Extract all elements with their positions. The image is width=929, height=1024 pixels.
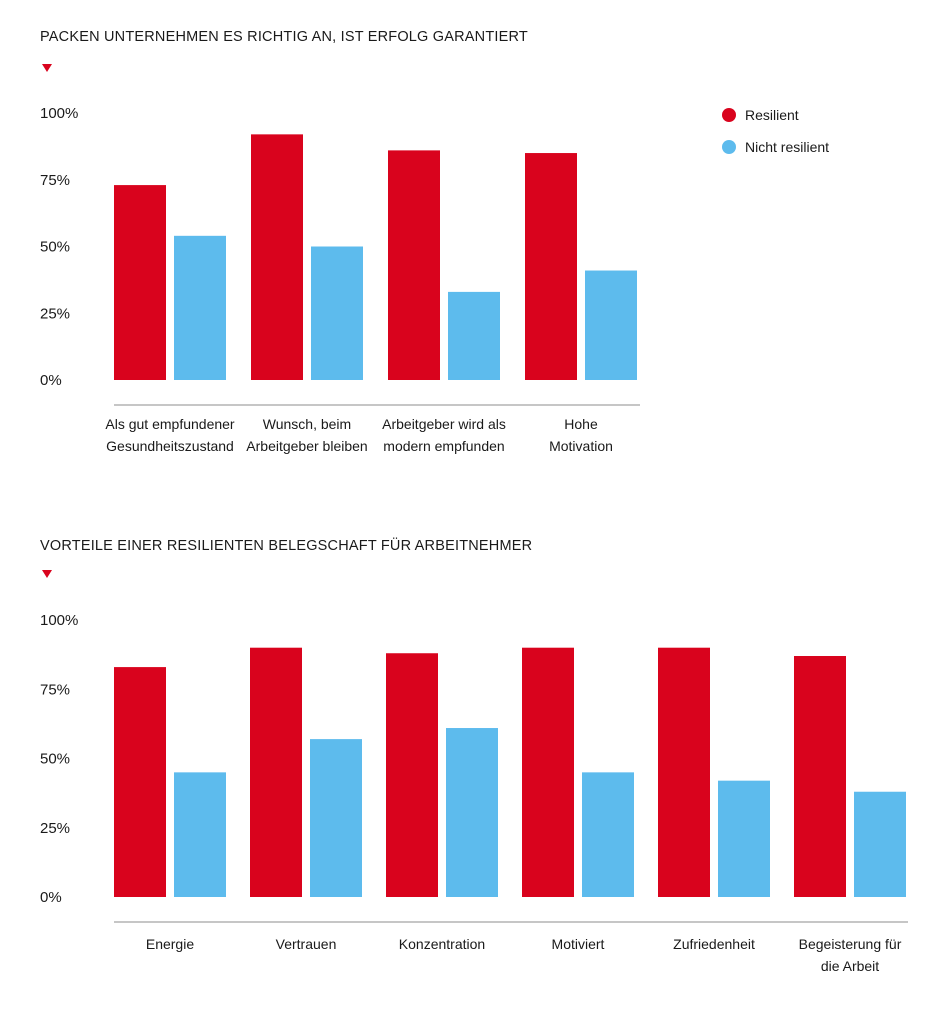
category-label: Motiviert [552,936,605,952]
category-label: Arbeitgeber wird als modern empfunden [382,416,506,454]
y-tick-label: 75% [40,681,70,698]
legend-resilient-label: Resilient [745,107,799,123]
bar-resilient [114,185,166,380]
bar-resilient [386,653,438,897]
y-tick-label: 50% [40,751,70,768]
category-label: Vertrauen [276,936,337,952]
bar-nicht-resilient [585,270,637,380]
y-tick-label: 0% [40,889,62,906]
chart-2-triangle-marker-icon [42,570,52,578]
bar-nicht-resilient [446,728,498,897]
bar-nicht-resilient [311,246,363,380]
y-tick-label: 75% [40,172,70,189]
chart-1-triangle-marker-icon [42,64,52,72]
y-tick-label: 25% [40,305,70,322]
bar-nicht-resilient [448,291,500,380]
y-tick-label: 100% [40,105,78,122]
bar-resilient [251,134,303,380]
bar-nicht-resilient [310,739,362,897]
bar-nicht-resilient [582,772,634,897]
bar-nicht-resilient [854,791,906,897]
bar-resilient [794,656,846,897]
chart-2-title: VORTEILE EINER RESILIENTEN BELEGSCHAFT F… [40,538,533,554]
bar-resilient [522,647,574,897]
category-label: Energie [146,936,194,952]
category-label: Konzentration [399,936,485,952]
category-label: Als gut empfundener Gesundheitszustand [105,416,235,454]
category-label: Hohe Motivation [549,416,613,454]
bar-resilient [658,647,710,897]
y-tick-label: 50% [40,239,70,256]
bar-nicht-resilient [718,780,770,897]
y-tick-label: 25% [40,820,70,837]
bar-resilient [388,150,440,380]
bar-resilient [114,667,166,897]
chart-1-plot: 100% 75% 50% 25% 0% Als gut empfundener Gesund… [40,105,640,454]
legend-nicht-resilient-label: Nicht resilient [745,139,829,155]
category-label: Begeisterung für die Arbeit [799,936,902,974]
y-tick-label: 100% [40,612,78,629]
legend-resilient-swatch-icon [722,108,736,122]
category-label: Wunsch, beim Arbeitgeber bleiben [246,416,367,454]
legend: Resilient Nicht resilient [722,107,829,155]
bar-resilient [525,153,577,380]
bar-nicht-resilient [174,772,226,897]
bar-nicht-resilient [174,235,226,380]
chart-1-title: PACKEN UNTERNEHMEN ES RICHTIG AN, IST ER… [40,29,528,45]
category-label: Zufriedenheit [673,936,755,952]
y-tick-label: 0% [40,372,62,389]
legend-nicht-resilient-swatch-icon [722,140,736,154]
bar-resilient [250,647,302,897]
